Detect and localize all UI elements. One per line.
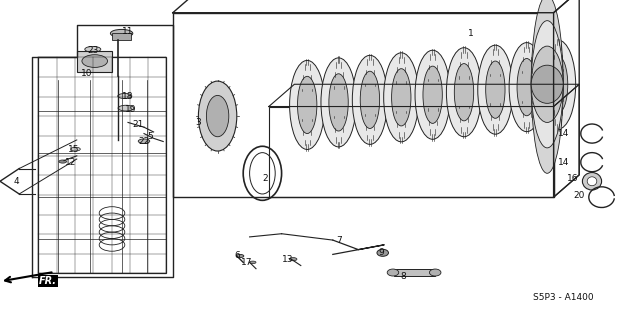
Ellipse shape xyxy=(415,50,451,139)
Ellipse shape xyxy=(447,48,482,137)
Ellipse shape xyxy=(329,74,348,131)
Ellipse shape xyxy=(198,81,237,151)
Bar xyxy=(394,269,435,276)
Ellipse shape xyxy=(236,254,244,258)
Text: 7: 7 xyxy=(337,236,342,245)
Ellipse shape xyxy=(423,66,442,123)
Text: 22: 22 xyxy=(138,137,150,146)
Ellipse shape xyxy=(517,59,536,116)
Ellipse shape xyxy=(548,56,568,113)
Ellipse shape xyxy=(138,139,150,143)
Ellipse shape xyxy=(298,76,317,134)
Text: 4: 4 xyxy=(13,177,19,186)
Text: 8: 8 xyxy=(401,272,406,281)
Text: 1: 1 xyxy=(468,29,473,38)
Text: 14: 14 xyxy=(557,129,569,138)
Text: 10: 10 xyxy=(81,69,92,78)
Text: 21: 21 xyxy=(132,120,143,128)
Ellipse shape xyxy=(250,261,256,264)
Ellipse shape xyxy=(377,249,388,256)
Ellipse shape xyxy=(59,160,67,163)
Ellipse shape xyxy=(429,269,441,276)
Text: 2: 2 xyxy=(263,174,268,183)
Text: 18: 18 xyxy=(122,93,134,101)
Bar xyxy=(112,33,131,40)
Ellipse shape xyxy=(509,43,545,132)
Text: 20: 20 xyxy=(573,191,585,200)
Ellipse shape xyxy=(118,93,132,99)
Ellipse shape xyxy=(392,69,411,126)
Ellipse shape xyxy=(82,55,108,67)
Bar xyxy=(269,107,554,197)
Ellipse shape xyxy=(588,177,596,186)
Ellipse shape xyxy=(387,269,399,276)
Ellipse shape xyxy=(289,258,297,261)
Text: 9: 9 xyxy=(378,248,383,257)
Text: 11: 11 xyxy=(122,27,134,36)
Text: 16: 16 xyxy=(567,174,579,183)
Ellipse shape xyxy=(70,147,81,151)
Text: 6: 6 xyxy=(234,252,239,260)
Text: 15: 15 xyxy=(68,145,79,154)
Ellipse shape xyxy=(531,21,563,148)
Ellipse shape xyxy=(207,95,229,137)
Bar xyxy=(77,51,112,72)
Ellipse shape xyxy=(531,0,563,173)
Ellipse shape xyxy=(84,46,101,52)
Ellipse shape xyxy=(360,71,380,128)
Ellipse shape xyxy=(486,61,505,118)
Text: FR.: FR. xyxy=(39,276,57,286)
Ellipse shape xyxy=(454,64,474,121)
Text: 13: 13 xyxy=(282,255,294,264)
Ellipse shape xyxy=(289,60,325,149)
Ellipse shape xyxy=(477,45,513,134)
Ellipse shape xyxy=(321,58,356,147)
Ellipse shape xyxy=(118,105,134,111)
Text: 5: 5 xyxy=(148,132,153,141)
Text: 19: 19 xyxy=(125,105,137,114)
Bar xyxy=(173,13,554,197)
Ellipse shape xyxy=(352,55,388,144)
Text: S5P3 - A1400: S5P3 - A1400 xyxy=(533,293,593,302)
Text: 12: 12 xyxy=(65,158,76,167)
Ellipse shape xyxy=(540,40,576,129)
Ellipse shape xyxy=(531,65,563,103)
Ellipse shape xyxy=(383,53,419,142)
Text: 14: 14 xyxy=(557,158,569,167)
Bar xyxy=(38,57,166,273)
Text: 3: 3 xyxy=(196,118,201,127)
Text: 23: 23 xyxy=(87,46,99,55)
Ellipse shape xyxy=(582,172,602,190)
Ellipse shape xyxy=(531,46,563,122)
Text: 17: 17 xyxy=(241,258,252,267)
Ellipse shape xyxy=(110,29,133,37)
